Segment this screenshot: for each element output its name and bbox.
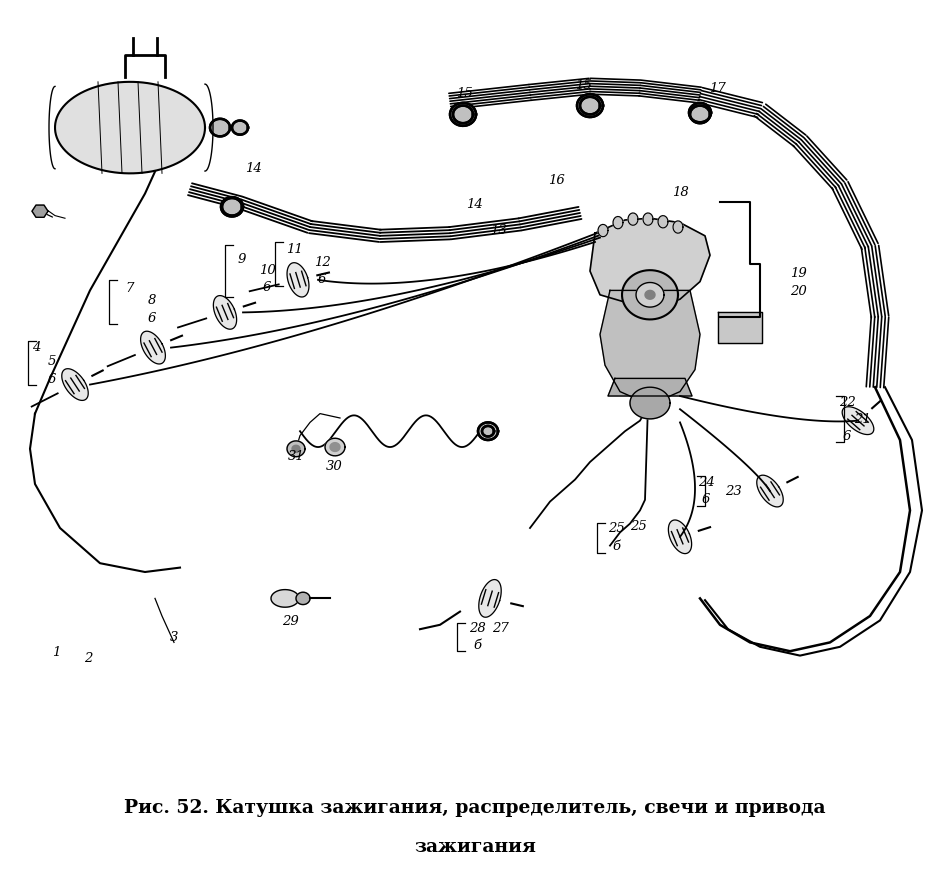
- Polygon shape: [232, 120, 248, 134]
- Text: 31: 31: [288, 450, 304, 464]
- Polygon shape: [689, 103, 711, 122]
- Text: 25: 25: [608, 522, 624, 535]
- Polygon shape: [628, 213, 638, 225]
- Text: 6: 6: [48, 373, 56, 386]
- Polygon shape: [482, 426, 494, 436]
- Text: 6: 6: [263, 281, 271, 294]
- Text: 1: 1: [52, 647, 60, 659]
- Polygon shape: [580, 97, 600, 114]
- Text: 16: 16: [547, 174, 564, 187]
- Polygon shape: [673, 221, 683, 233]
- Polygon shape: [643, 213, 653, 225]
- Polygon shape: [658, 216, 668, 228]
- Polygon shape: [450, 103, 476, 126]
- Polygon shape: [296, 592, 310, 605]
- Text: 24: 24: [697, 476, 714, 489]
- Polygon shape: [325, 438, 345, 456]
- Polygon shape: [330, 443, 340, 451]
- Polygon shape: [577, 94, 603, 117]
- Polygon shape: [613, 217, 623, 229]
- Polygon shape: [287, 263, 309, 297]
- Polygon shape: [669, 520, 692, 553]
- Polygon shape: [636, 283, 664, 307]
- Polygon shape: [271, 589, 299, 608]
- Polygon shape: [62, 368, 88, 401]
- Text: 6: 6: [702, 493, 711, 506]
- Polygon shape: [630, 388, 670, 419]
- Text: 2: 2: [84, 652, 92, 664]
- Text: б: б: [473, 639, 481, 652]
- Text: 11: 11: [286, 243, 302, 256]
- Text: 28: 28: [468, 622, 485, 635]
- Text: Рис. 52. Катушка зажигания, распределитель, свечи и привода: Рис. 52. Катушка зажигания, распределите…: [124, 799, 826, 817]
- Polygon shape: [453, 106, 473, 123]
- Text: 25: 25: [630, 519, 646, 533]
- Text: 14: 14: [245, 162, 261, 175]
- Text: 6: 6: [318, 273, 326, 286]
- Text: 20: 20: [789, 285, 807, 298]
- Text: 14: 14: [466, 197, 483, 210]
- Polygon shape: [210, 119, 230, 136]
- Text: 23: 23: [725, 485, 741, 498]
- Text: 12: 12: [314, 256, 331, 269]
- Polygon shape: [600, 291, 700, 401]
- Polygon shape: [287, 441, 305, 457]
- Polygon shape: [622, 270, 678, 320]
- Text: 5: 5: [48, 355, 56, 368]
- Text: 19: 19: [789, 267, 807, 280]
- Text: 29: 29: [281, 615, 298, 628]
- Text: 6: 6: [843, 430, 851, 443]
- Text: 4: 4: [31, 341, 40, 354]
- Polygon shape: [757, 475, 783, 507]
- Text: 10: 10: [258, 264, 276, 277]
- Text: 9: 9: [238, 253, 246, 266]
- Text: 15: 15: [456, 86, 472, 100]
- Text: 13: 13: [489, 224, 506, 237]
- Polygon shape: [32, 205, 48, 217]
- Text: 6: 6: [148, 312, 156, 325]
- Polygon shape: [479, 580, 502, 617]
- Text: 21: 21: [854, 413, 870, 426]
- Polygon shape: [221, 197, 243, 217]
- Polygon shape: [590, 218, 710, 306]
- Polygon shape: [478, 423, 498, 440]
- Text: 22: 22: [839, 395, 855, 409]
- Text: 17: 17: [709, 82, 726, 95]
- Polygon shape: [292, 445, 300, 452]
- Text: 27: 27: [492, 622, 508, 635]
- Text: 15: 15: [575, 79, 591, 92]
- Text: 3: 3: [170, 630, 179, 643]
- Polygon shape: [645, 291, 655, 299]
- Polygon shape: [598, 224, 608, 237]
- Text: 18: 18: [672, 186, 689, 199]
- Polygon shape: [843, 407, 874, 435]
- Polygon shape: [690, 106, 710, 123]
- Polygon shape: [55, 82, 205, 174]
- Polygon shape: [141, 331, 165, 364]
- Polygon shape: [214, 296, 237, 329]
- Text: 7: 7: [125, 282, 134, 295]
- Polygon shape: [608, 378, 692, 396]
- Text: б: б: [612, 540, 620, 553]
- Text: 30: 30: [326, 460, 342, 473]
- Text: 8: 8: [148, 294, 156, 307]
- Polygon shape: [718, 313, 762, 343]
- Polygon shape: [222, 198, 242, 216]
- Text: зажигания: зажигания: [414, 838, 536, 856]
